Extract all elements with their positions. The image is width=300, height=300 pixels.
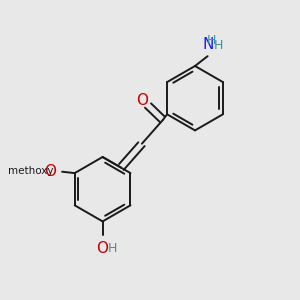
Text: H: H: [108, 242, 117, 255]
Text: O: O: [136, 93, 148, 108]
Text: N: N: [202, 37, 214, 52]
Text: methoxy: methoxy: [8, 167, 54, 176]
Text: O: O: [44, 164, 56, 179]
Text: O: O: [97, 241, 109, 256]
Text: H: H: [214, 39, 224, 52]
Text: H: H: [207, 34, 216, 47]
